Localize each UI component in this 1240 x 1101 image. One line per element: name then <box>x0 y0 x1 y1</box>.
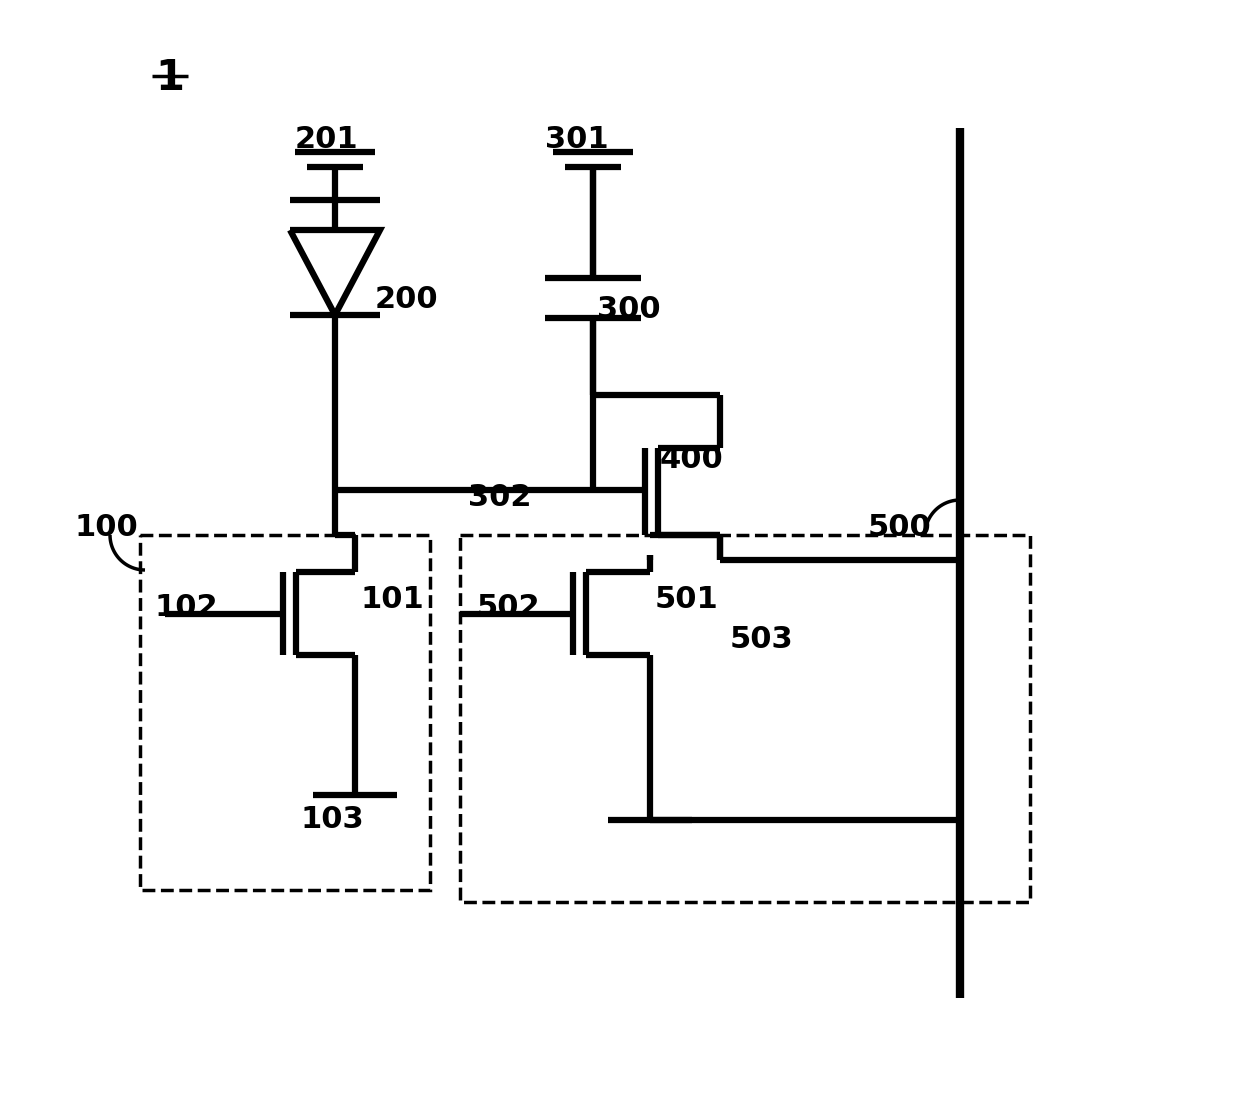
Text: 501: 501 <box>655 586 719 614</box>
Text: 302: 302 <box>467 482 532 512</box>
Text: 503: 503 <box>730 625 794 654</box>
Text: 1: 1 <box>155 57 184 99</box>
Text: 300: 300 <box>596 295 661 325</box>
Bar <box>140 535 430 890</box>
Text: 102: 102 <box>155 592 218 621</box>
Text: 301: 301 <box>546 126 609 154</box>
Text: 103: 103 <box>300 806 363 835</box>
Text: 502: 502 <box>477 592 541 621</box>
Bar <box>460 535 1030 902</box>
Text: 201: 201 <box>295 126 358 154</box>
Text: 400: 400 <box>660 446 724 475</box>
Text: 500: 500 <box>868 513 931 543</box>
Text: 100: 100 <box>74 513 139 543</box>
Text: 101: 101 <box>360 586 424 614</box>
Text: 200: 200 <box>374 285 439 315</box>
